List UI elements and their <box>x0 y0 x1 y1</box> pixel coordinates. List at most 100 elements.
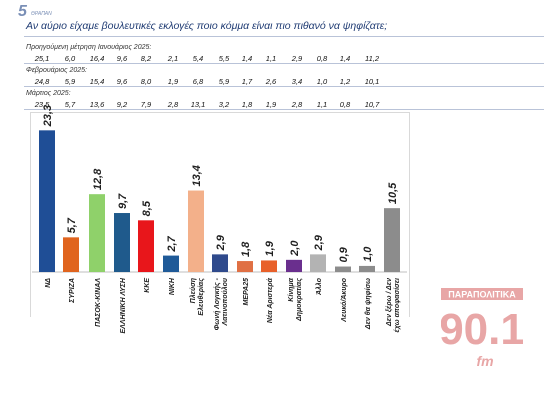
logo-text: ΘΡΑΠΑΝ <box>31 11 52 17</box>
wave-value: 2,1 <box>167 54 179 63</box>
wave-value: 13,1 <box>190 100 206 109</box>
bar <box>63 237 79 272</box>
bar-value-label: 1,9 <box>264 240 276 256</box>
wave-value: 13,6 <box>89 100 105 109</box>
wave-value: 7,9 <box>140 100 152 109</box>
category-label: Λευκό/Άκυρο <box>341 277 348 322</box>
divider-wave-2 <box>24 86 544 87</box>
wave-value: 6,0 <box>64 54 76 63</box>
category-label: Κίνημα <box>288 277 295 301</box>
category-label: Φωνή Λογικής - <box>214 277 221 330</box>
wave-value: 25,1 <box>34 54 50 63</box>
category-label: Δεν θα ψηφίσω <box>365 278 372 330</box>
wave-value: 9,6 <box>116 77 128 86</box>
wave-value: 9,2 <box>116 100 128 109</box>
wave-value: 5,7 <box>64 100 76 109</box>
wave-value: 1,1 <box>316 100 328 109</box>
wave-value: 2,9 <box>291 54 303 63</box>
wave-value: 1,1 <box>265 54 277 63</box>
wave-value: 1,2 <box>339 77 351 86</box>
wave-value: 9,6 <box>116 54 128 63</box>
brand-top-text: ΠΑΡΑΠΟΛΙΤΙΚΑ <box>448 290 516 300</box>
bar-value-label: 9,7 <box>117 193 129 209</box>
bar-value-label: 2,7 <box>166 235 178 252</box>
wave-label: Φεβρουάριος 2025: <box>26 67 88 74</box>
wave-value: 5,4 <box>192 54 204 63</box>
bar <box>286 259 302 272</box>
wave-value: 5,5 <box>218 54 230 63</box>
divider-top <box>24 36 544 37</box>
wave-value: 6,8 <box>192 77 204 86</box>
wave-value: 2,6 <box>265 77 277 86</box>
bar-value-label: 2,9 <box>313 234 325 251</box>
brand-number: 90.1 <box>441 305 523 354</box>
category-label: ΝΙΚΗ <box>169 277 176 295</box>
bar-value-label: 2,9 <box>215 234 227 251</box>
wave-label: Μάρτιος 2025: <box>26 90 71 97</box>
wave-value: 8,2 <box>140 54 152 63</box>
poll-question: Αν αύριο είχαμε βουλευτικές εκλογές ποιο… <box>26 20 388 32</box>
wave-value: 1,4 <box>241 54 253 63</box>
bar <box>359 265 375 272</box>
bar-value-label: 0,9 <box>338 246 350 262</box>
category-label: Ελευθερίας <box>197 278 205 316</box>
logo-number: 5 <box>18 3 27 20</box>
category-label: Λατινοπούλου <box>221 278 229 326</box>
wave-value: 0,8 <box>316 54 328 63</box>
wave-value: 23,5 <box>34 100 50 109</box>
wave-value: 1,7 <box>241 77 253 86</box>
category-label: Πλεύση <box>189 278 197 303</box>
divider-wave-1 <box>24 63 544 64</box>
wave-value: 1,4 <box>339 54 351 63</box>
bar <box>212 254 228 272</box>
wave-label: Προηγούμενη μέτρηση Ιανουάριος 2025: <box>26 44 152 51</box>
wave-value: 11,2 <box>364 54 380 63</box>
bar <box>163 255 179 272</box>
category-label: Δημοκρατίας <box>296 278 303 322</box>
wave-value: 24,8 <box>34 77 50 86</box>
category-label: ΜΕΡΑ25 <box>243 278 250 306</box>
category-label: Νέα Αριστερά <box>267 277 274 323</box>
bar-value-label: 5,7 <box>66 217 78 233</box>
bar <box>261 260 277 272</box>
bar <box>384 208 400 272</box>
chart-frame <box>30 112 410 317</box>
bar <box>188 190 204 272</box>
bar-value-label: 13,4 <box>191 165 203 186</box>
divider-wave-3 <box>24 109 544 110</box>
bar-value-label: 1,0 <box>362 246 374 262</box>
wave-value: 1,8 <box>241 100 253 109</box>
bar <box>237 261 253 272</box>
brand-fm: fm <box>476 353 493 369</box>
category-label: ΕΛΛΗΝΙΚΗ ΛΥΣΗ <box>120 277 127 333</box>
category-label: ΚΚΕ <box>144 278 151 293</box>
wave-value: 10,7 <box>364 100 380 109</box>
wave-value: 2,8 <box>291 100 303 109</box>
wave-value: 3,4 <box>291 77 303 86</box>
bar <box>310 254 326 272</box>
category-label: Άλλο <box>315 277 323 296</box>
bar <box>89 194 105 272</box>
category-label: ΝΔ <box>45 278 52 288</box>
bar <box>335 266 351 272</box>
category-label: Δεν ξέρω / Δεν <box>386 278 393 327</box>
wave-value: 15,4 <box>89 77 105 86</box>
wave-value: 1,0 <box>316 77 328 86</box>
wave-value: 5,9 <box>218 77 230 86</box>
category-label: ΣΥΡΙΖΑ <box>69 278 76 304</box>
bar <box>39 130 55 272</box>
wave-value: 5,9 <box>64 77 76 86</box>
wave-value: 1,9 <box>167 77 179 86</box>
bar-value-label: 2,0 <box>289 240 301 257</box>
wave-value: 2,8 <box>167 100 179 109</box>
wave-value: 8,0 <box>140 77 152 86</box>
bar-value-label: 10,5 <box>387 182 399 204</box>
wave-value: 0,8 <box>339 100 351 109</box>
wave-value: 3,2 <box>218 100 230 109</box>
wave-value: 1,9 <box>265 100 277 109</box>
wave-value: 16,4 <box>89 54 105 63</box>
pollster-logo: 5 <box>18 4 27 20</box>
bar-value-label: 23,3 <box>42 105 54 127</box>
bar-value-label: 1,8 <box>240 241 252 257</box>
